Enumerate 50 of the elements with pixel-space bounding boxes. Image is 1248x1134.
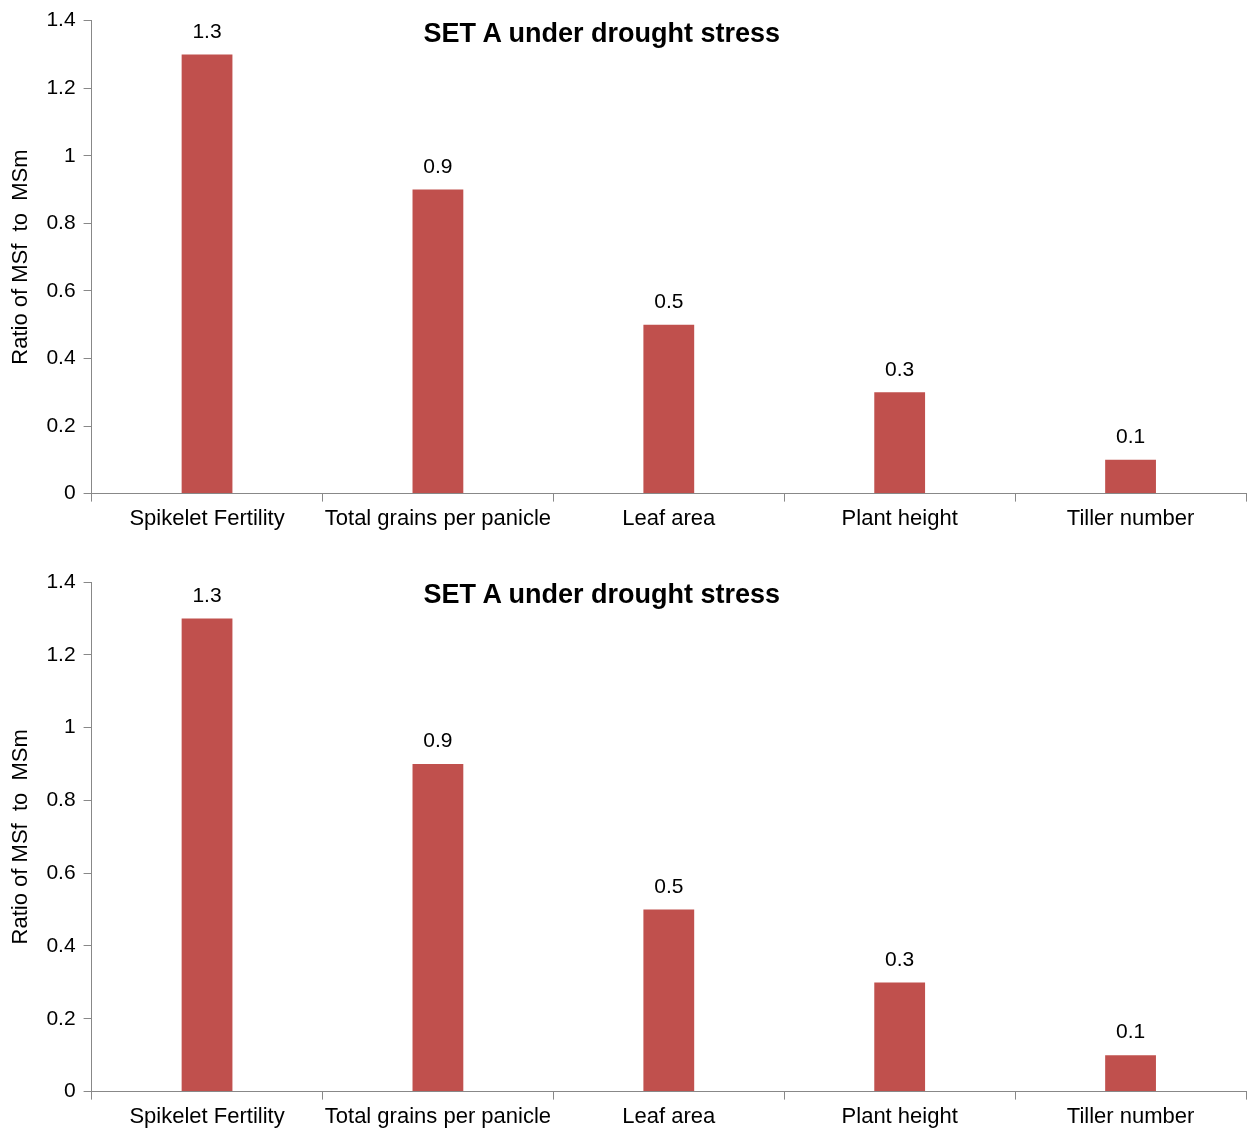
data-label: 1.3 [192, 18, 222, 42]
x-tick-label: Spikelet Fertility [129, 504, 285, 530]
y-tick-label: 1.4 [46, 568, 76, 592]
data-label: 0.5 [654, 288, 684, 312]
data-label: 0.1 [1115, 1019, 1146, 1043]
y-tick-label: 0.4 [46, 345, 76, 369]
y-axis-title: Ratio of MSf to MSm [7, 149, 33, 365]
x-tick-label: Plant height [841, 504, 958, 530]
bar [874, 392, 926, 494]
bar [181, 54, 233, 494]
x-tick-label: Tiller number [1066, 1102, 1195, 1128]
y-tick-label: 1.2 [46, 641, 76, 665]
data-label: 0.1 [1115, 424, 1146, 448]
bar [181, 618, 233, 1092]
data-label: 0.3 [885, 946, 915, 970]
x-tick-label: Total grains per panicle [324, 1102, 552, 1128]
y-tick-label: 1.4 [46, 7, 76, 31]
x-tick-label: Leaf area [622, 504, 717, 530]
chart-title: SET A under drought stress [423, 579, 781, 610]
bar [412, 189, 464, 494]
y-tick-label: 1 [63, 714, 76, 738]
data-label: 0.5 [654, 873, 684, 897]
y-tick-label: 1.2 [46, 74, 76, 98]
data-label: 0.9 [423, 153, 453, 177]
bar [412, 764, 464, 1092]
bar [874, 982, 926, 1092]
y-tick-label: 0.2 [46, 412, 76, 436]
x-tick-label: Spikelet Fertility [129, 1102, 285, 1128]
y-tick-label: 0.6 [46, 860, 76, 883]
data-label: 1.3 [192, 582, 222, 606]
x-tick-label: Total grains per panicle [324, 504, 552, 530]
data-label: 0.3 [885, 356, 915, 380]
chart-title: SET A under drought stress [423, 18, 781, 49]
y-tick-label: 0 [63, 480, 76, 504]
bar [643, 909, 695, 1092]
data-label: 0.9 [423, 728, 453, 752]
x-tick-label: Leaf area [622, 1102, 717, 1128]
y-tick-label: 0.8 [46, 787, 76, 811]
x-tick-label: Plant height [841, 1102, 958, 1128]
y-axis-title: Ratio of MSf to MSm [7, 729, 33, 945]
y-tick-label: 0.8 [46, 210, 76, 234]
y-tick-label: 0 [63, 1078, 76, 1102]
y-tick-label: 0.6 [46, 277, 76, 301]
bar [1105, 1055, 1156, 1092]
y-tick-label: 1 [63, 142, 76, 166]
y-tick-label: 0.4 [46, 932, 76, 956]
bar [643, 324, 695, 494]
x-tick-label: Tiller number [1066, 504, 1195, 530]
y-tick-label: 0.2 [46, 1005, 76, 1029]
bar [1105, 459, 1156, 494]
